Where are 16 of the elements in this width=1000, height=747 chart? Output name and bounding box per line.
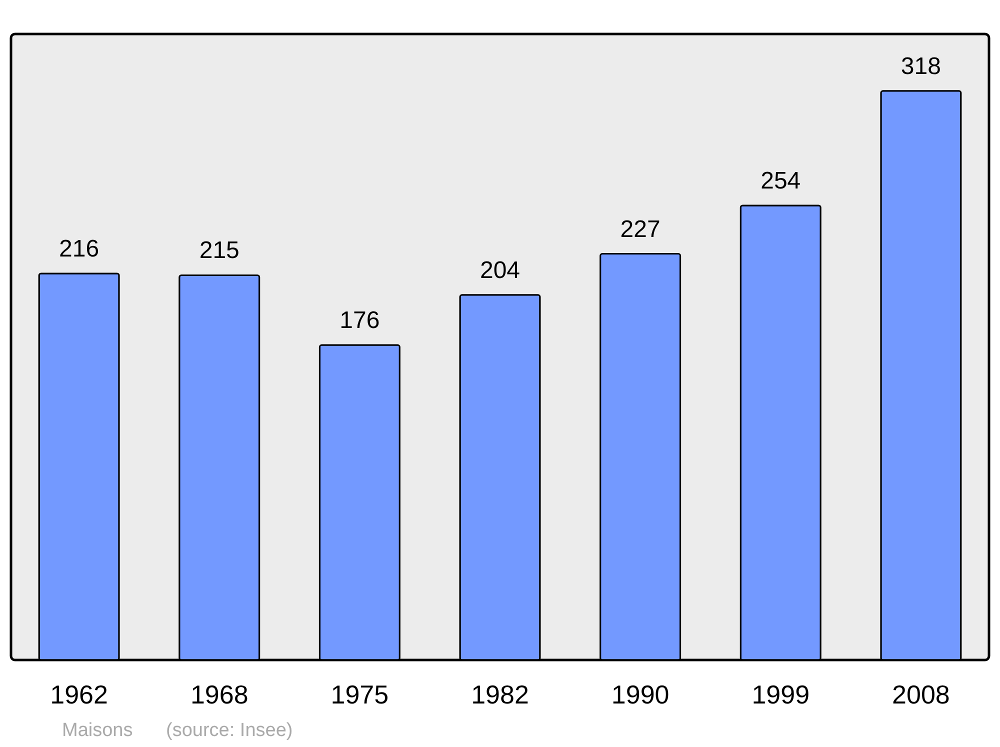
x-tick-label: 1999 <box>752 680 810 710</box>
data-label: 254 <box>760 167 801 194</box>
x-tick-label: 1990 <box>611 680 670 710</box>
text: Maisons <box>62 720 133 741</box>
data-label: 215 <box>199 237 240 264</box>
x-tick-label: 1982 <box>471 680 529 710</box>
x-tick-label: 1962 <box>50 680 108 710</box>
data-label: 318 <box>900 52 941 80</box>
data-label: 227 <box>620 216 660 243</box>
text: (source: Insee) <box>166 720 293 741</box>
data-label: 204 <box>480 256 520 284</box>
x-tick-label: 1968 <box>190 680 248 710</box>
data-label: 176 <box>340 307 380 334</box>
x-tick-label: 1975 <box>330 680 389 710</box>
data-label: 216 <box>59 235 100 262</box>
x-tick-label: 2008 <box>892 680 950 710</box>
